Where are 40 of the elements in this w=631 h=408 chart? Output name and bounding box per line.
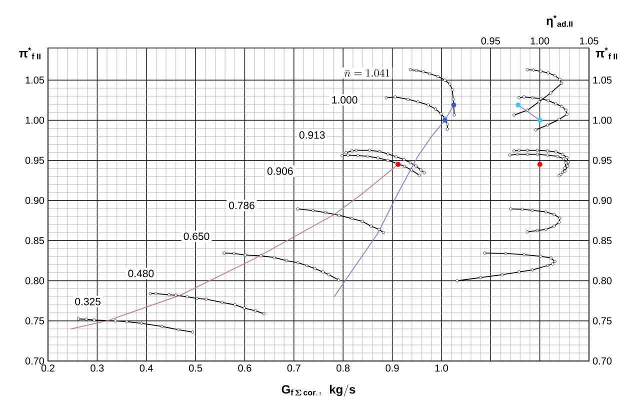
- text: π$^{*}$f II: [596, 48, 618, 60]
- text: η$^{*}$ad.II: [546, 15, 572, 28]
- annotation: 0.913: [299, 131, 325, 139]
- annotation: 0.786: [229, 202, 254, 210]
- x-axis-title: $\mathbf{G}_{\mathbf{f}\,\boldsymbol{\Sigma}\,\mathbf{cor.}},\;\,\mathbf{kg/s}$: [282, 384, 356, 397]
- y2-tick-label: 0.80: [592, 277, 612, 284]
- y-tick-label: 1.00: [26, 116, 44, 124]
- y-tick-label: 0.70: [25, 357, 44, 365]
- x2-tick-label: 0.95: [481, 37, 500, 44]
- x-tick-label: 0.9: [386, 364, 399, 372]
- x-tick-label: 0.2: [41, 364, 54, 372]
- y-tick-label: 1.05: [26, 76, 44, 84]
- y2-tick-label: 0.70: [592, 357, 612, 365]
- y-tick-label: 0.95: [25, 156, 44, 164]
- x-tick-label: 0.8: [336, 364, 350, 372]
- y-tick-label: 0.85: [25, 237, 44, 244]
- annotation: $\bar{n}=1.041$: [344, 69, 390, 77]
- y2-tick-label: 0.75: [592, 317, 612, 324]
- y-tick-label: 0.75: [25, 317, 44, 324]
- x-tick-label: 0.5: [188, 364, 202, 372]
- y2-tick-label: 0.95: [592, 156, 612, 164]
- y-tick-label: 0.90: [25, 196, 44, 204]
- y2-tick-label: 0.90: [592, 196, 612, 204]
- x2-tick-label: 1.00: [530, 37, 550, 44]
- text: π$^{*}$f II: [19, 48, 40, 60]
- annotation: 0.480: [128, 270, 154, 278]
- y2-tick-label: 1.00: [593, 116, 612, 124]
- annotation: 0.325: [75, 298, 101, 306]
- y-tick-label: 0.80: [25, 277, 44, 284]
- x-tick-label: 0.4: [140, 364, 154, 372]
- annotation: 0.906: [267, 167, 293, 175]
- annotation: 1.000: [332, 96, 358, 104]
- x-tick-label: 0.3: [90, 364, 104, 372]
- x-tick-label: 1.0: [435, 364, 448, 372]
- y2-tick-label: 0.85: [592, 237, 612, 244]
- annotation: 0.650: [184, 232, 210, 240]
- x2-tick-label: 1.05: [580, 37, 598, 44]
- x-tick-label: 0.6: [238, 364, 252, 372]
- y2-tick-label: 1.05: [593, 76, 612, 84]
- x-tick-label: 0.7: [287, 364, 300, 372]
